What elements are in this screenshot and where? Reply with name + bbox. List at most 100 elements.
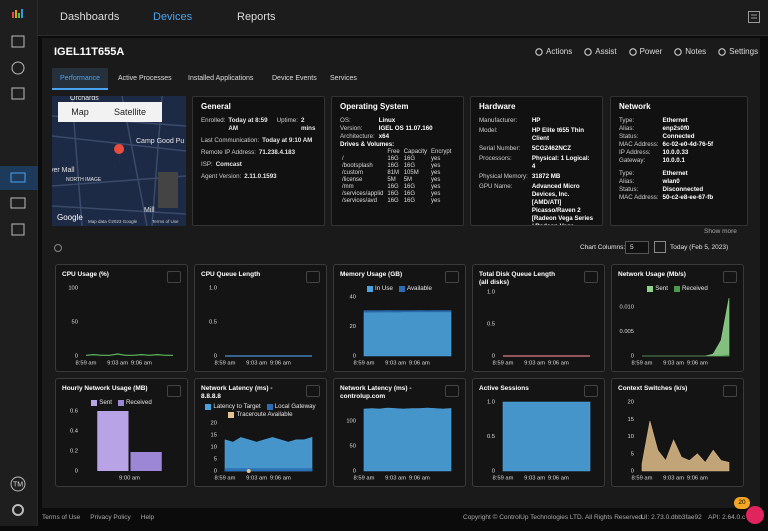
action[interactable]: Power [628, 47, 662, 56]
avatar[interactable] [10, 476, 26, 492]
legend: Sent Received [618, 285, 737, 292]
legend-item[interactable]: Available [398, 285, 432, 292]
field-row: Agent Version: 2.11.0.1593 [201, 173, 316, 181]
settings-icon[interactable] [12, 504, 24, 516]
nav-icon[interactable] [11, 35, 25, 48]
bar [97, 411, 129, 471]
field-label: IP Address: [619, 149, 651, 156]
nav-icon[interactable] [10, 197, 26, 209]
legend-label: Traceroute Available [236, 411, 293, 418]
field-value: Connected [662, 133, 695, 140]
area [363, 311, 452, 357]
legend-item[interactable]: Sent [647, 285, 668, 292]
drive-cell: /mm [342, 184, 354, 190]
nav-icon[interactable] [11, 87, 25, 100]
legend-swatch [266, 403, 273, 410]
alert-button[interactable] [167, 271, 181, 283]
chart-panel: Total Disk Queue Length (all disks) 0 0.5 1… [472, 264, 605, 372]
alert-button[interactable] [584, 385, 598, 397]
chart-plot: 0 0.2 0.4 0.6 9:00 am [70, 409, 162, 482]
drive-cell: 16G [387, 198, 399, 204]
drive-cell: 16G [387, 184, 399, 190]
action[interactable]: Assist [584, 47, 617, 56]
menu-icon[interactable] [748, 11, 760, 23]
action[interactable]: Notes [674, 47, 706, 56]
map-terms: Terms of Use [152, 219, 179, 224]
alert-button[interactable] [584, 271, 598, 283]
field-label: MAC Address: [619, 194, 659, 201]
legend: Sent Received [62, 399, 181, 406]
drive-cell: 16G [387, 191, 399, 197]
subtab[interactable]: Services [330, 75, 357, 82]
legend-item[interactable]: Received [673, 285, 708, 292]
columns-select[interactable]: 5 [625, 241, 649, 254]
drives-table: Free Capacity Encrypt/16G 16G yes/bootsplash… [340, 149, 453, 205]
legend-item[interactable]: Traceroute Available [228, 411, 293, 418]
y-tick-label: 100 [346, 419, 356, 425]
nav-icon[interactable] [11, 61, 25, 75]
subtab[interactable]: Device Events [272, 75, 317, 82]
legend-label: Available [406, 285, 432, 292]
show-more[interactable]: Show more [704, 228, 737, 235]
nav-tab[interactable]: Reports [237, 11, 276, 23]
road [52, 135, 186, 152]
alert-button[interactable] [306, 271, 320, 283]
subtab[interactable]: Installed Applications [188, 75, 254, 82]
drive-cell: yes [431, 163, 441, 169]
legend-item[interactable]: In Use [367, 285, 393, 292]
field-label: GPU Name: [479, 183, 513, 190]
alert-button[interactable] [445, 271, 459, 283]
legend-item[interactable]: Local Gateway [266, 403, 316, 410]
field-label: Type: [619, 117, 635, 124]
calendar-button[interactable] [654, 241, 666, 253]
badge[interactable]: 20 [734, 497, 750, 509]
map-canvas[interactable]: Orchards Camp Good Pu ver Mall NORTH IMAGE M… [52, 96, 186, 226]
footer-link[interactable]: Privacy Policy [90, 514, 131, 521]
hardware-card: Hardware Manufacturer: HP Model: HP Elite t6… [470, 96, 603, 226]
x-tick-label: 9:06 am [687, 476, 708, 482]
help-bubble[interactable] [746, 506, 764, 524]
area [363, 407, 452, 472]
footer-link[interactable]: Help [140, 514, 155, 521]
action[interactable]: Settings [718, 47, 758, 56]
legend-item[interactable]: Sent [91, 399, 112, 406]
nav-active[interactable] [0, 166, 38, 190]
drive-row: / 16G 16G yes [340, 156, 453, 163]
legend-item[interactable]: Latency to Target [205, 403, 261, 410]
subtab[interactable]: Active Processes [118, 75, 172, 82]
alert-button[interactable] [445, 385, 459, 397]
legend-label: Local Gateway [274, 403, 316, 410]
drive-cell: yes [431, 198, 441, 204]
y-tick-label: 0 [492, 469, 495, 475]
nav-tab[interactable]: Devices [153, 11, 193, 23]
road [52, 205, 186, 215]
legend-item[interactable]: Received [117, 399, 152, 406]
drive-row: /mm 16G 16G yes [340, 184, 453, 191]
footer-link[interactable]: Terms of Use [42, 514, 81, 521]
area [224, 468, 313, 472]
field-label: Agent Version: [201, 173, 242, 180]
drive-cell: / [342, 156, 344, 162]
series-group [363, 407, 452, 472]
alert-button[interactable] [167, 385, 181, 397]
series-group [642, 297, 730, 357]
field-label: Gateway: [619, 157, 646, 164]
alert-button[interactable] [723, 271, 737, 283]
nav-icon[interactable] [11, 223, 25, 236]
columns-label: Chart Columns: [580, 244, 626, 251]
alert-button[interactable] [723, 385, 737, 397]
panel-header: Memory Usage (GB) [340, 271, 459, 283]
action-icon [718, 47, 726, 56]
nav-tab[interactable]: Dashboards [60, 11, 120, 23]
action-icon [674, 47, 682, 56]
alert-button[interactable] [306, 385, 320, 397]
x-tick-label: 8:59 am [354, 361, 375, 367]
y-tick-label: 0.5 [487, 434, 495, 440]
action[interactable]: Actions [535, 47, 572, 56]
x-tick-label: 9:06 am [409, 361, 430, 367]
action-label: Notes [685, 47, 707, 56]
y-tick-label: 0 [353, 469, 356, 475]
subtab[interactable]: Performance [52, 68, 109, 90]
zoom [158, 172, 178, 208]
drive-cell: 16G [403, 163, 416, 169]
